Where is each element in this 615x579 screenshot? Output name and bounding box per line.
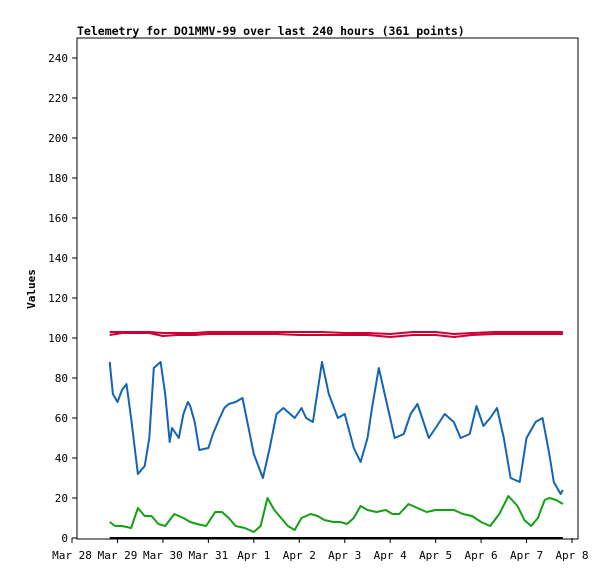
series-line-1: [108, 361, 564, 495]
plot-frame: [76, 37, 579, 540]
x-tick-label: Mar 28: [52, 549, 92, 562]
y-tick-label: 80: [55, 372, 68, 385]
x-tick-label: Apr 5: [419, 549, 452, 562]
y-tick-label: 140: [48, 252, 68, 265]
x-tick-label: Mar 31: [188, 549, 228, 562]
x-tick-label: Apr 7: [510, 549, 543, 562]
y-tick-label: 160: [48, 212, 68, 225]
y-axis-label: Values: [25, 269, 38, 309]
y-axis: 0 20 40 60 80 100 120 140 160 180 200 220 240: [48, 52, 77, 545]
y-tick-label: 200: [48, 132, 68, 145]
x-tick-label: Mar 29: [98, 549, 138, 562]
x-tick-label: Apr 6: [465, 549, 498, 562]
series-line-0-upper: [109, 331, 563, 335]
y-tick-label: 100: [48, 332, 68, 345]
y-tick-label: 240: [48, 52, 68, 65]
y-tick-label: 180: [48, 172, 68, 185]
y-tick-label: 0: [61, 532, 68, 545]
y-tick-label: 20: [55, 492, 68, 505]
x-tick-label: Apr 8: [555, 549, 588, 562]
y-tick-label: 120: [48, 292, 68, 305]
x-tick-label: Apr 3: [328, 549, 361, 562]
y-tick-label: 40: [55, 452, 68, 465]
x-tick-label: Apr 4: [374, 549, 407, 562]
x-tick-label: Mar 30: [143, 549, 183, 562]
y-tick-label: 220: [48, 92, 68, 105]
x-axis: Mar 28 Mar 29 Mar 30 Mar 31 Apr 1 Apr 2 Apr 3 A…: [52, 538, 589, 562]
series-line-0: [109, 332, 563, 338]
chart-title: Telemetry for DO1MMV-99 over last 240 ho…: [77, 24, 465, 38]
x-tick-label: Apr 2: [283, 549, 316, 562]
series-group: [108, 331, 564, 539]
series-line-2: [109, 495, 564, 533]
x-tick-label: Apr 1: [237, 549, 270, 562]
y-tick-label: 60: [55, 412, 68, 425]
